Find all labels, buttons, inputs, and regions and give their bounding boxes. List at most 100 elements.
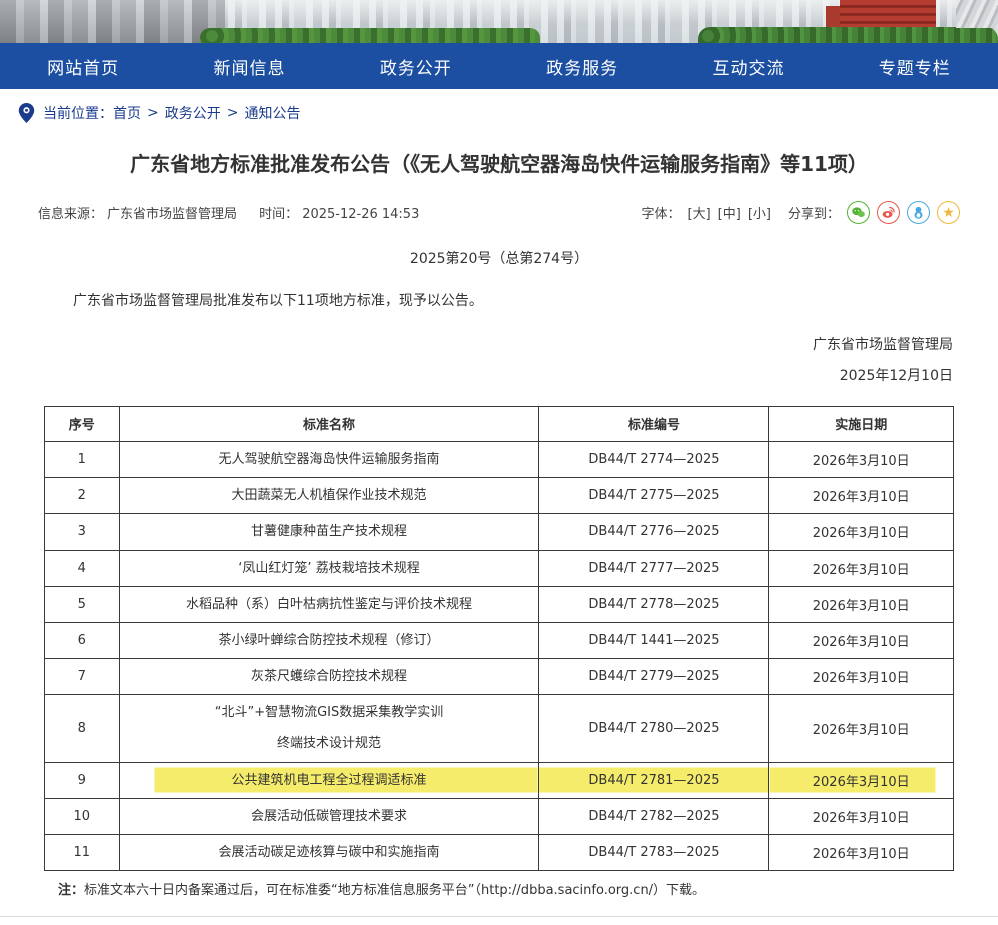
cell-implementation-date: 2026年3月10日 [768, 440, 954, 479]
cell-standard-name: 公共建筑机电工程全过程调适标准 [118, 761, 540, 799]
cell-index: 10 [44, 797, 120, 836]
article-source-time: 信息来源： 广东省市场监督管理局 时间： 2025-12-26 14:53 [38, 203, 423, 222]
trees-graphic-left [200, 28, 540, 43]
cell-index: 4 [44, 549, 120, 587]
cell-standard-code: DB44/T 2782—2025 [538, 797, 770, 836]
cell-index: 5 [44, 585, 120, 623]
table-row: 7 灰茶尺蠖综合防控技术规程 DB44/T 2779—2025 2026年3月1… [44, 658, 954, 696]
cell-index: 3 [44, 513, 120, 551]
cell-standard-code: DB44/T 2775—2025 [538, 477, 770, 515]
table-row: 11 会展活动碳足迹核算与碳中和实施指南 DB44/T 2783—2025 20… [44, 834, 954, 872]
breadcrumb-gov-affairs-link[interactable]: 政务公开 [164, 106, 221, 122]
cell-index: 2 [44, 477, 120, 515]
source-label: 信息来源： [38, 207, 104, 222]
footnote-label: 注： [58, 883, 85, 899]
trees-graphic-right [698, 27, 998, 43]
cell-standard-name: 水稻品种（系）白叶枯病抗性鉴定与评价技术规程 [118, 585, 540, 623]
cell-implementation-date: 2026年3月10日 [768, 621, 954, 660]
cell-standard-name: 甘薯健康种苗生产技术规程 [118, 513, 540, 551]
cell-standard-code: DB44/T 2774—2025 [538, 440, 770, 479]
signer-name: 广东省市场监督管理局 [813, 337, 953, 354]
standards-table: 序号 标准名称 标准编号 实施日期 1 无人驾驶航空器海岛快件运输服务指南 DB… [44, 405, 954, 872]
table-row: 9 公共建筑机电工程全过程调适标准 DB44/T 2781—2025 2026年… [44, 761, 954, 799]
cell-standard-code: DB44/T 2783—2025 [538, 834, 770, 872]
nav-item-interaction[interactable]: 互动交流 [712, 58, 785, 79]
article-meta: 信息来源： 广东省市场监督管理局 时间： 2025-12-26 14:53 字体： … [38, 201, 960, 224]
footnote-text: 标准文本六十日内备案通过后，可在标准委“地方标准信息服务平台”（http://d… [84, 883, 706, 899]
footnote: 注：标准文本六十日内备案通过后，可在标准委“地方标准信息服务平台”（http:/… [58, 881, 953, 902]
nav-item-gov-affairs[interactable]: 政务公开 [379, 58, 452, 79]
cell-standard-code: DB44/T 2777—2025 [538, 549, 770, 587]
cell-standard-code: DB44/T 2776—2025 [538, 513, 770, 551]
cell-standard-name: 大田蔬菜无人机植保作业技术规范 [118, 477, 540, 515]
breadcrumb-separator: > [226, 105, 239, 121]
table-row: 3 甘薯健康种苗生产技术规程 DB44/T 2776—2025 2026年3月1… [44, 513, 954, 551]
banner-image [0, 0, 998, 43]
cell-standard-name: 无人驾驶航空器海岛快件运输服务指南 [118, 440, 540, 479]
qq-icon [914, 206, 923, 219]
table-row: 5 水稻品种（系）白叶枯病抗性鉴定与评价技术规程 DB44/T 2778—202… [44, 585, 954, 623]
table-row: 4 ‘凤山红灯笼’ 荔枝栽培技术规程 DB44/T 2777—2025 2026… [44, 549, 954, 587]
cell-implementation-date: 2026年3月10日 [768, 549, 954, 587]
font-size-large-button[interactable]: [大] [687, 207, 711, 222]
page-title: 广东省地方标准批准发布公告（《无人驾驶航空器海岛快件运输服务指南》等11项） [130, 152, 868, 176]
cell-standard-name: 会展活动低碳管理技术要求 [118, 797, 540, 836]
cell-index: 11 [44, 834, 120, 872]
time-label: 时间： [259, 207, 299, 222]
nav-item-home[interactable]: 网站首页 [47, 58, 120, 79]
cell-implementation-date: 2026年3月10日 [768, 834, 954, 872]
breadcrumb-separator: > [147, 105, 159, 121]
cell-implementation-date: 2026年3月10日 [768, 477, 954, 515]
cell-standard-code: DB44/T 2779—2025 [538, 658, 770, 696]
cell-standard-code: DB44/T 2778—2025 [538, 585, 770, 623]
red-pagoda-graphic [840, 0, 936, 32]
announcement-body: 广东省市场监督管理局批准发布以下11项地方标准，现予以公告。 [73, 293, 483, 309]
weibo-icon [882, 206, 895, 218]
nav-item-special-topics[interactable]: 专题专栏 [878, 58, 951, 79]
cell-standard-name: 会展活动碳足迹核算与碳中和实施指南 [118, 834, 540, 872]
col-header-name: 标准名称 [118, 405, 540, 442]
sculpture-graphic [956, 0, 998, 28]
cell-standard-name: ‘凤山红灯笼’ 荔枝栽培技术规程 [118, 549, 540, 587]
table-row: 8 “北斗”+智慧物流GIS数据采集教学实训 终端技术设计规范 DB44/T 2… [44, 694, 954, 763]
share-label: 分享到： [787, 207, 840, 222]
cell-implementation-date: 2026年3月10日 [768, 797, 954, 836]
breadcrumb-home-link[interactable]: 首页 [113, 106, 141, 122]
breadcrumb-notices-link[interactable]: 通知公告 [244, 106, 301, 122]
font-size-small-button[interactable]: [小] [747, 207, 771, 222]
location-pin-icon [18, 103, 35, 123]
favorite-star-icon[interactable]: ★ [937, 201, 960, 224]
cell-standard-code: DB44/T 2781—2025 [538, 761, 770, 799]
wechat-icon [852, 207, 865, 218]
main-nav: 网站首页 新闻信息 政务公开 政务服务 互动交流 专题专栏 [0, 43, 998, 89]
col-header-index: 序号 [44, 405, 120, 442]
cell-index: 7 [44, 658, 120, 696]
nav-item-gov-services[interactable]: 政务服务 [546, 58, 619, 79]
wechat-share-icon[interactable] [847, 201, 870, 224]
font-size-medium-button[interactable]: [中] [717, 207, 741, 222]
signature-date: 2025年12月10日 [839, 368, 953, 385]
signature-block: 广东省市场监督管理局 2025年12月10日 [0, 330, 953, 392]
font-and-share-controls: 字体： [大] [中] [小] 分享到： [642, 201, 960, 224]
cell-index: 8 [44, 694, 120, 763]
cell-implementation-date: 2026年3月10日 [768, 694, 954, 763]
table-row: 2 大田蔬菜无人机植保作业技术规范 DB44/T 2775—2025 2026年… [44, 477, 954, 515]
nav-item-news[interactable]: 新闻信息 [213, 58, 286, 79]
museum-building-graphic [0, 0, 225, 43]
weibo-share-icon[interactable] [877, 201, 900, 224]
table-row: 6 茶小绿叶蝉综合防控技术规程（修订） DB44/T 1441—2025 202… [44, 621, 954, 660]
cell-standard-name: 茶小绿叶蝉综合防控技术规程（修订） [118, 621, 540, 660]
cell-index: 1 [44, 440, 120, 479]
document-number: 2025第20号（总第274号） [409, 251, 589, 267]
table-header-row: 序号 标准名称 标准编号 实施日期 [44, 405, 954, 442]
cell-index: 9 [44, 761, 120, 799]
cell-implementation-date: 2026年3月10日 [768, 658, 954, 696]
table-row: 1 无人驾驶航空器海岛快件运输服务指南 DB44/T 2774—2025 202… [44, 440, 954, 479]
page-bottom-divider [0, 916, 998, 925]
cell-standard-name: 灰茶尺蠖综合防控技术规程 [118, 658, 540, 696]
source-value: 广东省市场监督管理局 [107, 207, 238, 222]
col-header-code: 标准编号 [538, 405, 770, 442]
cell-standard-name: “北斗”+智慧物流GIS数据采集教学实训 终端技术设计规范 [118, 694, 540, 763]
cell-index: 6 [44, 621, 120, 660]
qq-share-icon[interactable] [907, 201, 930, 224]
